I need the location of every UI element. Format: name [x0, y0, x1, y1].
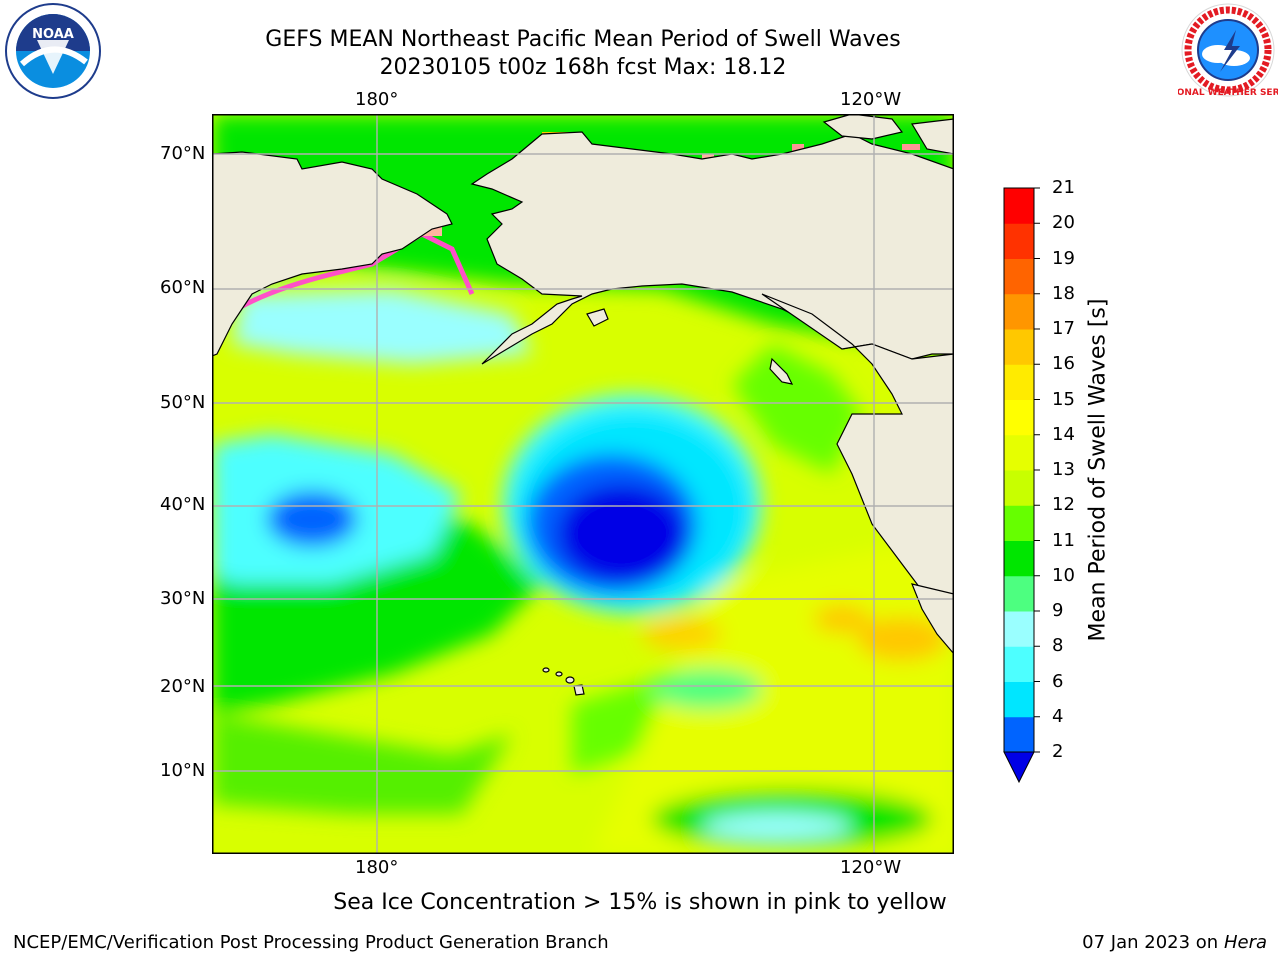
- wave-period-map: [212, 114, 954, 854]
- colorbar-segment: [1004, 293, 1034, 330]
- colorbar-tick-label: 13: [1052, 459, 1075, 480]
- colorbar-tick-label: 14: [1052, 423, 1075, 445]
- land-masses: [212, 114, 954, 696]
- colorbar-tick-label: 10: [1052, 564, 1075, 586]
- lat-label-10n: 10°N: [160, 760, 206, 781]
- colorbar-segment: [1004, 540, 1034, 577]
- footer-date-text: 07 Jan 2023 on: [1082, 932, 1224, 953]
- lon-label-top-120w: 120°W: [840, 89, 902, 110]
- colorbar-segment: [1004, 470, 1034, 506]
- colorbar-tick-label: 15: [1052, 388, 1075, 410]
- colorbar-tick-label: 8: [1052, 635, 1064, 657]
- noaa-logo: NOAA: [2, 2, 104, 102]
- nws-logo-text: NATIONAL WEATHER SERVICE: [1178, 88, 1278, 98]
- lon-label-bottom-120w: 120°W: [840, 857, 902, 878]
- colorbar-segment: [1004, 258, 1034, 295]
- colorbar: [1000, 186, 1040, 786]
- lon-label-bottom-180: 180°: [355, 857, 399, 878]
- colorbar-segment: [1004, 188, 1034, 224]
- lat-label-40n: 40°N: [160, 494, 206, 515]
- colorbar-segment: [1004, 505, 1034, 541]
- colorbar-tick-label: 16: [1052, 353, 1075, 375]
- lat-label-70n: 70°N: [160, 143, 206, 164]
- lon-label-top-180: 180°: [355, 89, 399, 110]
- footer-branch: NCEP/EMC/Verification Post Processing Pr…: [13, 932, 609, 953]
- lat-label-20n: 20°N: [160, 676, 206, 697]
- sea-ice-note: Sea Ice Concentration > 15% is shown in …: [333, 890, 947, 915]
- colorbar-tick-label: 19: [1052, 247, 1075, 269]
- map-title: GEFS MEAN Northeast Pacific Mean Period …: [265, 27, 901, 52]
- colorbar-tick-label: 2: [1052, 741, 1064, 762]
- colorbar-segment: [1004, 223, 1034, 259]
- colorbar-segment: [1004, 434, 1034, 471]
- colorbar-tick-label: 9: [1052, 600, 1064, 621]
- colorbar-segment: [1004, 575, 1034, 612]
- colorbar-tick-label: 11: [1052, 529, 1075, 551]
- colorbar-segment: [1004, 364, 1034, 400]
- lat-label-30n: 30°N: [160, 588, 206, 609]
- colorbar-tick-label: 4: [1052, 705, 1064, 727]
- lat-label-60n: 60°N: [160, 277, 206, 298]
- lat-label-50n: 50°N: [160, 392, 206, 413]
- colorbar-segment: [1004, 681, 1034, 718]
- gridlines: [212, 114, 954, 854]
- colorbar-tick-label: 17: [1052, 318, 1075, 339]
- colorbar-tick-label: 18: [1052, 282, 1075, 304]
- noaa-logo-text: NOAA: [32, 27, 74, 42]
- map-frame: [212, 114, 954, 854]
- colorbar-segment: [1004, 716, 1034, 753]
- map-subtitle: 20230105 t00z 168h fcst Max: 18.12: [379, 55, 787, 80]
- colorbar-tick-label: 6: [1052, 670, 1064, 692]
- colorbar-tick-label: 12: [1052, 494, 1075, 516]
- colorbar-under-arrow: [1003, 751, 1035, 784]
- colorbar-segment: [1004, 611, 1034, 647]
- nws-logo: NATIONAL WEATHER SERVICE: [1153, 2, 1280, 98]
- colorbar-label: Mean Period of Swell Waves [s]: [1085, 298, 1111, 642]
- colorbar-segment: [1004, 329, 1034, 365]
- colorbar-segment: [1004, 646, 1034, 682]
- footer-machine: Hera: [1223, 932, 1267, 953]
- colorbar-segment: [1004, 399, 1034, 436]
- footer-date: 07 Jan 2023 on Hera: [1082, 932, 1267, 953]
- colorbar-tick-label: 21: [1052, 177, 1075, 198]
- colorbar-tick-label: 20: [1052, 212, 1075, 234]
